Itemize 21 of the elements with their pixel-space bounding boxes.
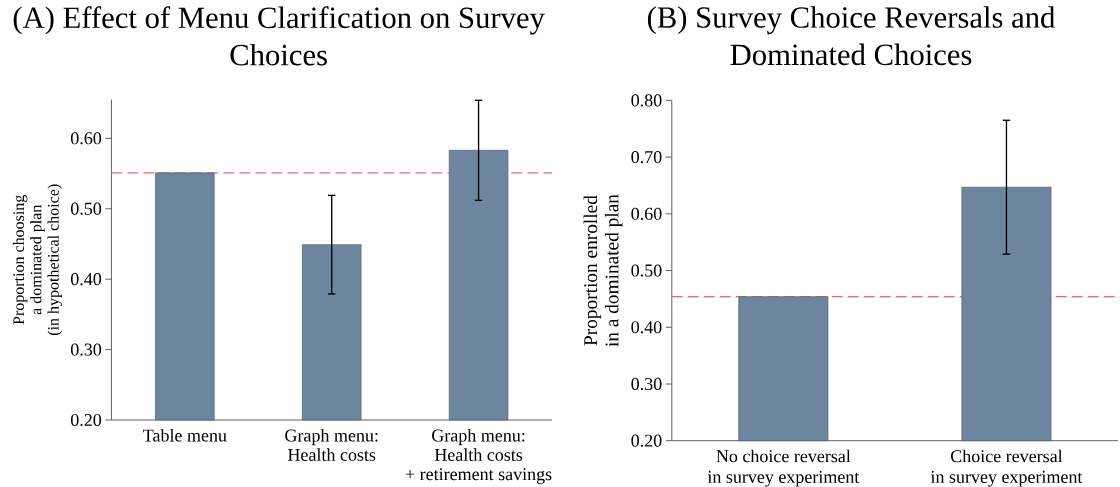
chart-title: (B) Survey Choice Reversals and Dominated Choices	[647, 6, 1056, 66]
y-tick-label: 0.40	[631, 321, 662, 334]
y-tick-label: 0.50	[631, 264, 662, 277]
y-tick-label: 0.20	[631, 434, 662, 447]
y-tick-label: 0.40	[71, 273, 102, 286]
y-tick-label: 0.30	[631, 377, 662, 391]
y-tick-label: 0.50	[71, 202, 102, 215]
x-tick-label: No choice reversal in survey experiment	[707, 449, 860, 487]
x-tick-label: Choice reversal in survey experiment	[930, 449, 1083, 487]
y-axis-title: Proportion enrolled in a dominated plan	[583, 194, 623, 347]
y-axis-title: Proportion choosing a dominated plan (in hypothetical choice)	[12, 184, 63, 336]
x-tick-label: Graph menu: Health costs	[285, 428, 378, 461]
y-tick-label: 0.60	[631, 207, 662, 220]
x-tick-label: Graph menu: Health costs + retirement savings	[405, 428, 552, 484]
y-tick-label: 0.30	[71, 343, 102, 356]
y-tick-label: 0.60	[71, 132, 102, 145]
y-tick-label: 0.20	[71, 413, 102, 427]
chart-title: (A) Effect of Menu Clarification on Survey Choices	[13, 6, 545, 66]
y-tick-label: 0.70	[631, 151, 662, 164]
y-tick-label: 0.80	[631, 94, 662, 107]
x-tick-label: Table menu	[143, 428, 227, 442]
